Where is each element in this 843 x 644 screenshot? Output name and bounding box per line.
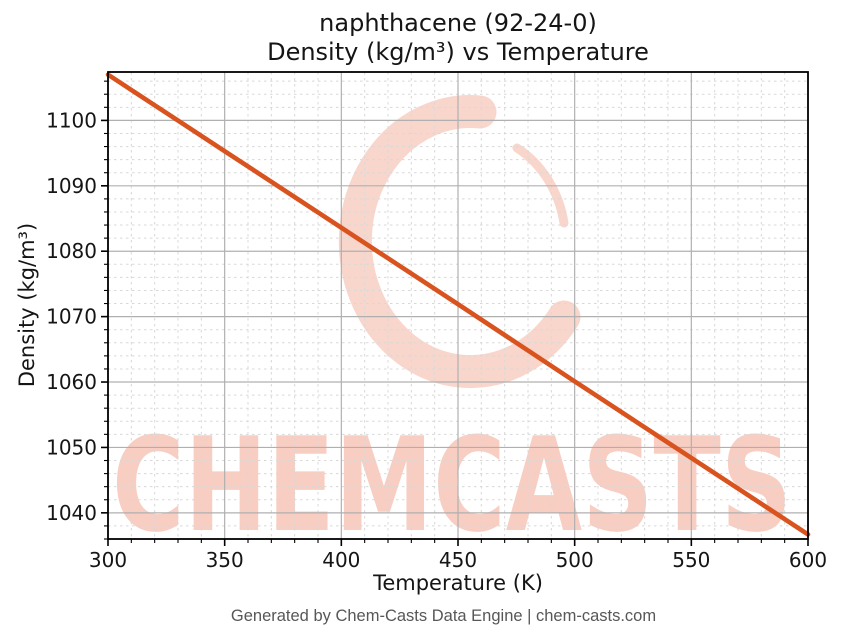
y-tick-label: 1090 [46,174,97,198]
density-line [105,72,811,537]
watermark-layer: CHEMCASTS [112,95,792,561]
y-tick-label: 1040 [46,501,97,525]
x-tick-label: 550 [672,548,710,572]
plot-border [107,71,809,540]
chemcasts-logo-crescent-icon [512,143,569,228]
x-tick-label: 300 [89,548,127,572]
y-tick-label: 1060 [46,370,97,394]
y-axis-label: Density (kg/m³) [15,222,39,388]
y-tick-label: 1070 [46,305,97,329]
chart-title-line-1: naphthacene (92-24-0) [319,9,597,37]
x-axis-label: Temperature (K) [373,571,543,595]
chemcasts-logo-icon [338,95,581,389]
x-tick-label: 500 [556,548,594,572]
x-tick-label: 450 [439,548,477,572]
x-tick-label: 350 [206,548,244,572]
y-tick-label: 1080 [46,239,97,263]
footer-text: Generated by Chem-Casts Data Engine | ch… [230,607,657,625]
chart-title: naphthacene (92-24-0) Density (kg/m³) vs… [108,9,808,67]
y-tick-label: 1050 [46,435,97,459]
x-tick-label: 600 [789,548,827,572]
data-series [105,72,811,537]
tick-labels: 300 350 400 450 500 550 600 1040 1050 1060 1070 108… [46,108,827,572]
x-tick-label: 400 [322,548,360,572]
chart-title-line-2: Density (kg/m³) vs Temperature [267,38,649,66]
axes-and-ticks [101,71,809,546]
y-tick-label: 1100 [46,108,97,132]
